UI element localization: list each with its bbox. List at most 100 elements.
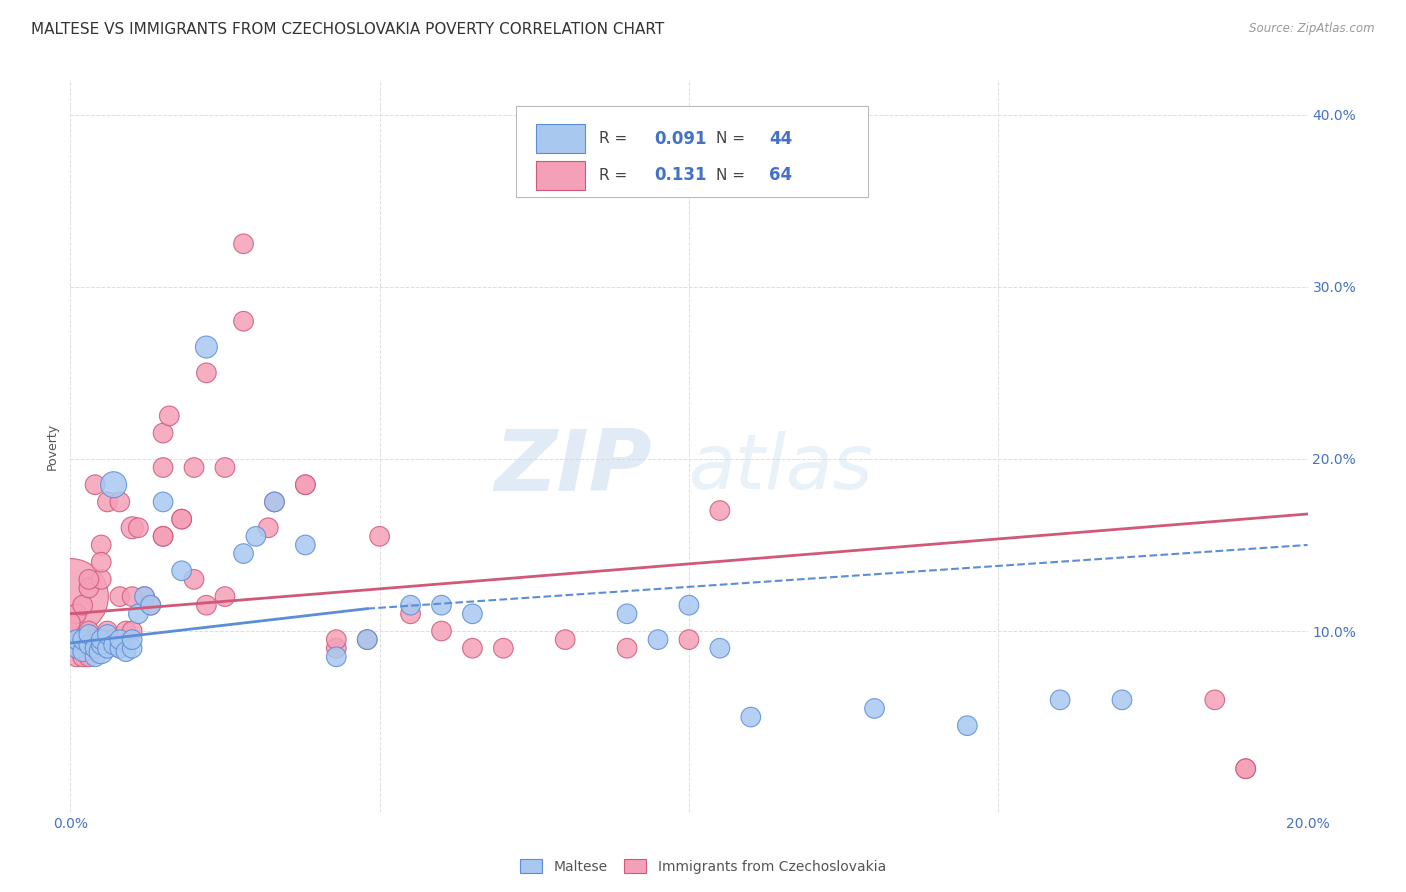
Text: atlas: atlas — [689, 431, 873, 505]
Point — [183, 460, 205, 475]
Point — [108, 495, 131, 509]
Text: R =: R = — [599, 168, 637, 183]
Point — [1204, 693, 1226, 707]
Point — [709, 503, 731, 517]
Point — [103, 477, 125, 491]
FancyBboxPatch shape — [516, 106, 869, 197]
Point — [152, 495, 174, 509]
Point — [1049, 693, 1071, 707]
Text: Source: ZipAtlas.com: Source: ZipAtlas.com — [1250, 22, 1375, 36]
Point — [121, 624, 143, 638]
Point — [1234, 762, 1257, 776]
Point — [399, 598, 422, 612]
Point — [195, 366, 218, 380]
Point — [84, 477, 107, 491]
Point — [77, 649, 100, 664]
Point — [325, 641, 347, 656]
Point — [139, 598, 162, 612]
Point — [96, 641, 118, 656]
Point — [77, 638, 100, 652]
Point — [108, 641, 131, 656]
Text: ZIP: ZIP — [494, 426, 652, 509]
Point — [90, 538, 112, 552]
Point — [325, 649, 347, 664]
Point — [678, 632, 700, 647]
Point — [65, 632, 87, 647]
Point — [127, 521, 149, 535]
Point — [90, 632, 112, 647]
Point — [152, 426, 174, 441]
Point — [59, 615, 82, 630]
Point — [84, 649, 107, 664]
Point — [65, 607, 87, 621]
Point — [108, 641, 131, 656]
Point — [356, 632, 378, 647]
Point — [294, 538, 316, 552]
Text: N =: N = — [716, 168, 749, 183]
Point — [461, 607, 484, 621]
Point — [59, 590, 82, 604]
Point — [554, 632, 576, 647]
Point — [77, 627, 100, 641]
Point — [740, 710, 762, 724]
Point — [257, 521, 280, 535]
Y-axis label: Poverty: Poverty — [46, 423, 59, 469]
Legend: Maltese, Immigrants from Czechoslovakia: Maltese, Immigrants from Czechoslovakia — [513, 853, 893, 880]
Point — [152, 529, 174, 543]
Point — [139, 598, 162, 612]
Point — [65, 632, 87, 647]
Point — [96, 627, 118, 641]
Point — [134, 590, 156, 604]
Text: R =: R = — [599, 131, 631, 146]
Point — [84, 632, 107, 647]
Point — [368, 529, 391, 543]
Point — [430, 598, 453, 612]
Point — [956, 719, 979, 733]
Point — [77, 624, 100, 638]
Point — [183, 573, 205, 587]
Point — [157, 409, 180, 423]
Point — [195, 598, 218, 612]
Point — [127, 607, 149, 621]
Point — [325, 632, 347, 647]
Point — [616, 641, 638, 656]
Point — [65, 649, 87, 664]
Point — [121, 632, 143, 647]
Point — [356, 632, 378, 647]
Point — [152, 460, 174, 475]
Point — [121, 521, 143, 535]
Point — [72, 649, 94, 664]
Point — [108, 590, 131, 604]
Point — [294, 477, 316, 491]
Point — [195, 340, 218, 354]
Point — [647, 632, 669, 647]
Point — [430, 624, 453, 638]
Point — [1234, 762, 1257, 776]
Point — [245, 529, 267, 543]
Point — [152, 529, 174, 543]
Text: MALTESE VS IMMIGRANTS FROM CZECHOSLOVAKIA POVERTY CORRELATION CHART: MALTESE VS IMMIGRANTS FROM CZECHOSLOVAKI… — [31, 22, 664, 37]
Point — [232, 547, 254, 561]
Point — [115, 645, 138, 659]
Point — [115, 624, 138, 638]
Point — [1111, 693, 1133, 707]
Point — [72, 645, 94, 659]
Point — [72, 641, 94, 656]
Point — [170, 512, 193, 526]
Point — [72, 598, 94, 612]
Point — [170, 564, 193, 578]
Point — [678, 598, 700, 612]
Point — [121, 590, 143, 604]
Point — [90, 638, 112, 652]
FancyBboxPatch shape — [536, 124, 585, 153]
Point — [863, 701, 886, 715]
Point — [263, 495, 285, 509]
Point — [294, 477, 316, 491]
Text: N =: N = — [716, 131, 749, 146]
Point — [108, 632, 131, 647]
Point — [232, 236, 254, 251]
Point — [214, 590, 236, 604]
Point — [170, 512, 193, 526]
Point — [492, 641, 515, 656]
Text: 64: 64 — [769, 167, 793, 185]
